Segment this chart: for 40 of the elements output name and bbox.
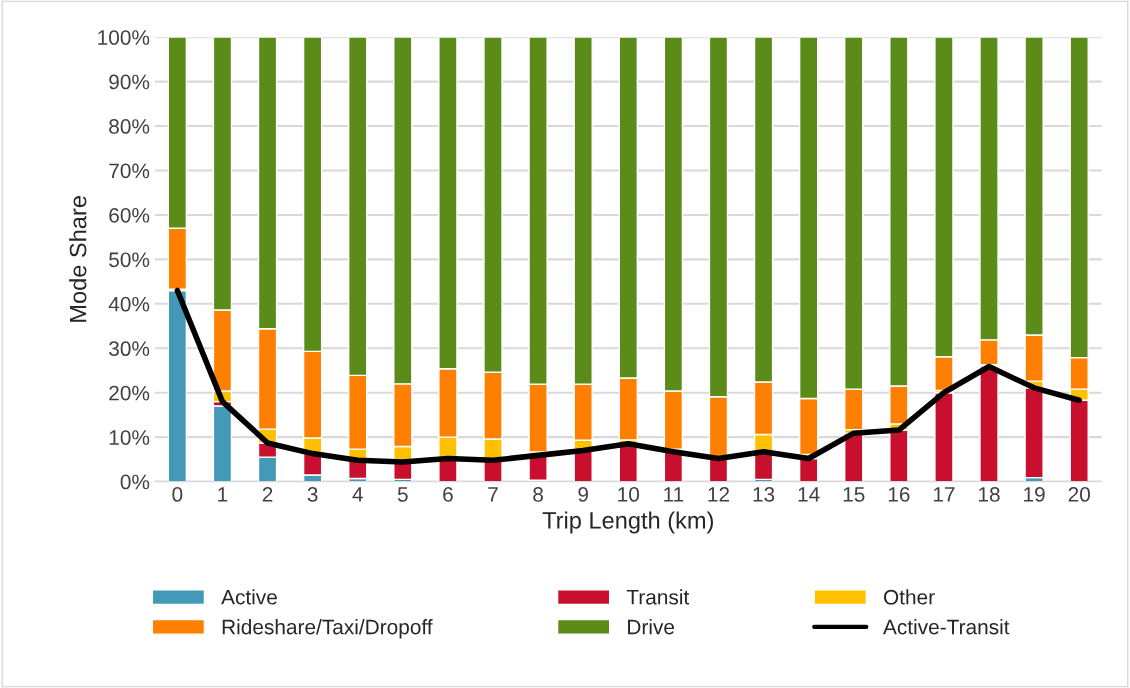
x-tick-label: 3: [307, 487, 318, 502]
y-tick-label: 60%: [109, 207, 150, 223]
legend-label: Other: [883, 589, 935, 605]
x-tick-label: 19: [1024, 487, 1045, 502]
y-tick-label: 40%: [108, 296, 150, 312]
x-tick-label: 16: [888, 487, 910, 502]
x-tick-label: 20: [1068, 487, 1090, 502]
x-tick-label: 13: [753, 487, 775, 502]
y-tick-label: 30%: [109, 341, 150, 357]
x-tick-label: 9: [578, 487, 588, 502]
y-tick-label: 70%: [109, 163, 150, 179]
y-tick-label: 0%: [120, 474, 150, 490]
x-tick-label: 2: [262, 487, 273, 502]
x-tick-label: 18: [979, 487, 1000, 502]
y-tick-label: 20%: [109, 385, 150, 401]
x-tick-label: 6: [443, 487, 453, 502]
x-tick-label: 12: [708, 487, 730, 502]
x-tick-label: 8: [533, 487, 543, 502]
x-tick-label: 14: [798, 487, 820, 502]
x-tick-label: 11: [664, 487, 684, 502]
x-tick-label: 7: [488, 487, 498, 502]
y-tick-label: 90%: [109, 74, 150, 90]
legend-label: Active-Transit: [883, 619, 1010, 635]
x-tick-label: 15: [843, 487, 865, 502]
x-tick-label: 17: [933, 487, 955, 502]
y-tick-label: 50%: [109, 252, 150, 268]
legend-label: Drive: [628, 619, 675, 635]
y-tick-label: 100%: [98, 30, 150, 45]
legend-label: Transit: [626, 589, 690, 605]
y-tick-label: 80%: [109, 119, 150, 134]
x-tick-label: 5: [397, 487, 408, 502]
x-tick-label: 10: [618, 487, 640, 502]
x-tick-label: 1: [218, 487, 228, 502]
legend-label: Rideshare/Taxi/Dropoff: [222, 619, 433, 639]
x-tick-label: 4: [352, 487, 363, 502]
y-axis-title: Mode Share: [69, 196, 87, 322]
legend-label: Active: [221, 589, 277, 605]
y-tick-label: 10%: [109, 430, 150, 445]
x-tick-label: 0: [172, 487, 183, 502]
x-axis-title: Trip Length (km): [542, 511, 713, 534]
